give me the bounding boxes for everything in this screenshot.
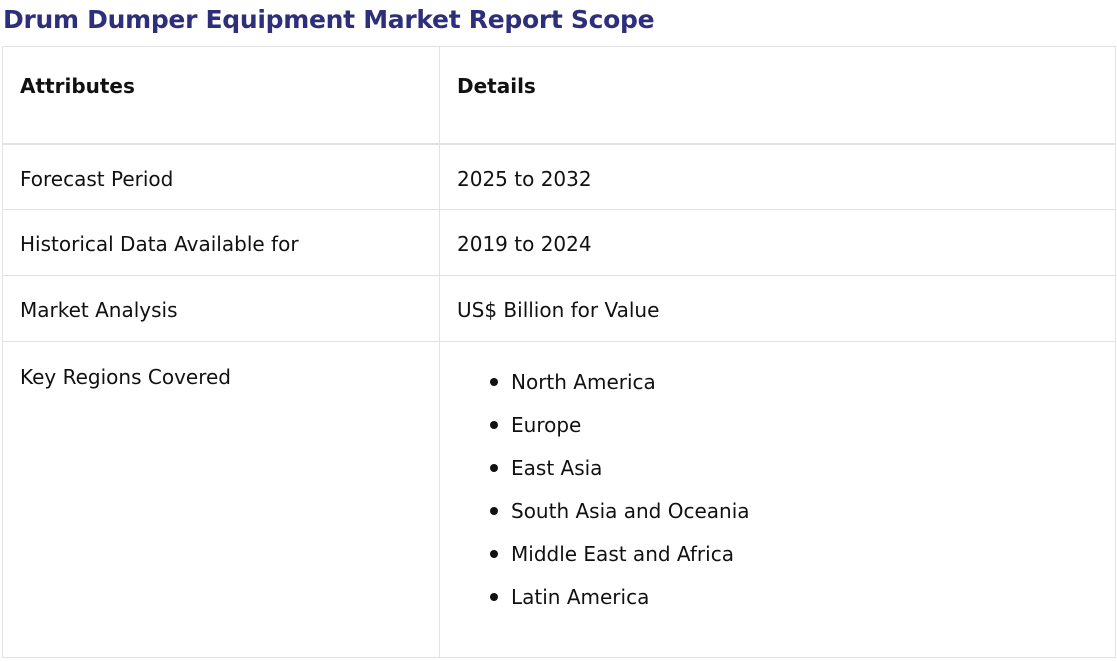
historical-data-label: Historical Data Available for xyxy=(2,209,440,276)
market-analysis-value: US$ Billion for Value xyxy=(439,275,1116,342)
region-label: South Asia and Oceania xyxy=(511,499,750,523)
forecast-period-value: 2025 to 2032 xyxy=(439,143,1116,210)
list-item: Europe xyxy=(490,412,1115,438)
report-scope-table: Attributes Details Forecast Period 2025 … xyxy=(2,46,1116,658)
table-row: Key Regions Covered North America Europe… xyxy=(2,341,1116,658)
table-row: Forecast Period 2025 to 2032 xyxy=(2,143,1116,210)
regions-list: North America Europe East Asia South Asi… xyxy=(457,369,1115,610)
forecast-period-label: Forecast Period xyxy=(2,143,440,210)
page-title: Drum Dumper Equipment Market Report Scop… xyxy=(3,5,655,34)
bullet-icon xyxy=(490,378,498,386)
list-item: Middle East and Africa xyxy=(490,541,1115,567)
region-label: Latin America xyxy=(511,585,650,609)
bullet-icon xyxy=(490,421,498,429)
header-details: Details xyxy=(439,46,1116,145)
bullet-icon xyxy=(490,593,498,601)
bullet-icon xyxy=(490,550,498,558)
table-row: Market Analysis US$ Billion for Value xyxy=(2,275,1116,342)
region-label: East Asia xyxy=(511,456,603,480)
region-label: North America xyxy=(511,370,656,394)
key-regions-cell: North America Europe East Asia South Asi… xyxy=(439,341,1116,658)
key-regions-label: Key Regions Covered xyxy=(2,341,440,658)
list-item: South Asia and Oceania xyxy=(490,498,1115,524)
list-item: East Asia xyxy=(490,455,1115,481)
table-header-row: Attributes Details xyxy=(2,46,1116,145)
market-analysis-label: Market Analysis xyxy=(2,275,440,342)
bullet-icon xyxy=(490,464,498,472)
bullet-icon xyxy=(490,507,498,515)
historical-data-value: 2019 to 2024 xyxy=(439,209,1116,276)
region-label: Middle East and Africa xyxy=(511,542,734,566)
region-label: Europe xyxy=(511,413,582,437)
table-row: Historical Data Available for 2019 to 20… xyxy=(2,209,1116,276)
header-attributes: Attributes xyxy=(2,46,440,145)
list-item: North America xyxy=(490,369,1115,395)
list-item: Latin America xyxy=(490,584,1115,610)
